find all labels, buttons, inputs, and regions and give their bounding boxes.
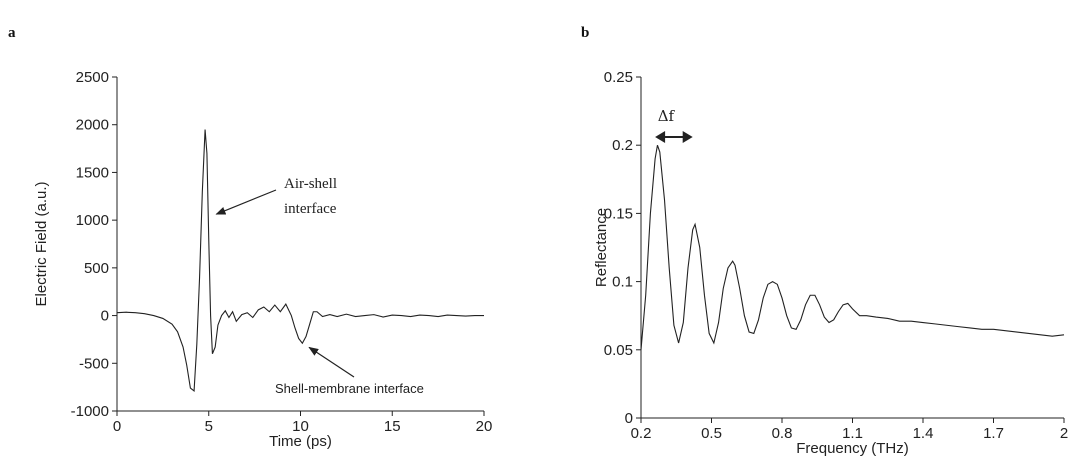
annotation-delta-f: Δf (658, 107, 676, 125)
chart-b-y-axis-title: Reflectance (593, 208, 610, 287)
panel-b-letter: b (581, 25, 589, 41)
chart-b-y-tick-label: 0 (625, 410, 633, 427)
annotation-shell-membrane-arrow (308, 346, 355, 378)
chart-a-x-axis-title: Time (ps) (269, 433, 332, 450)
delta-f-arrowhead-left (655, 131, 666, 143)
chart-a-y-tick-label: 1000 (76, 212, 109, 229)
chart-b-y-tick-label: 0.2 (612, 137, 633, 154)
chart-b-y-tick-label: 0.1 (612, 274, 633, 291)
chart-a-y-tick-label: 2000 (76, 117, 109, 134)
chart-a-x-tick-label: 5 (205, 418, 213, 435)
chart-a-y-tick-label: 2500 (76, 69, 109, 86)
chart-b-y-tick-label: 0.05 (604, 342, 633, 359)
annotation-air-shell-arrow (215, 189, 277, 215)
chart-b-x-tick-label: 1.4 (913, 425, 934, 442)
chart-b-x-tick-label: 2 (1060, 425, 1068, 442)
chart-a-y-axis-title: Electric Field (a.u.) (33, 181, 50, 306)
chart-a-electric-field: -1000 -500 0 500 1000 1500 2000 2500 0 5 10 15 20 Tim… (33, 69, 492, 450)
chart-a-series-line (116, 129, 484, 393)
panel-a-letter: a (8, 25, 16, 41)
chart-b-x-tick-label: 0.2 (631, 425, 652, 442)
annotation-air-shell-line2: interface (284, 201, 337, 217)
annotation-shell-membrane-text: Shell-membrane interface (275, 381, 424, 396)
chart-a-x-tick-label: 20 (476, 418, 493, 435)
chart-a-x-tick-label: 10 (292, 418, 309, 435)
chart-b-x-axis-title: Frequency (THz) (796, 440, 909, 457)
chart-b-y-tick-label: 0.25 (604, 69, 633, 86)
chart-b-series-line (640, 145, 1065, 350)
chart-b-y-tick-label: 0.15 (604, 205, 633, 222)
chart-a-y-tick-label: 0 (101, 308, 109, 325)
chart-a-y-tick-label: 1500 (76, 164, 109, 181)
chart-a-y-tick-label: -500 (79, 355, 109, 372)
chart-b-x-tick-label: 1.7 (983, 425, 1004, 442)
chart-a-y-tick-label: -1000 (71, 403, 109, 420)
chart-a-x-tick-label: 15 (384, 418, 401, 435)
chart-b-x-tick-label: 0.8 (772, 425, 793, 442)
chart-a-y-tick-label: 500 (84, 260, 109, 277)
chart-a-x-tick-label: 0 (113, 418, 121, 435)
annotation-air-shell-line1: Air-shell (284, 176, 337, 192)
delta-f-arrowhead-right (682, 131, 693, 143)
chart-b-reflectance: 0 0.05 0.1 0.15 0.2 0.25 0.2 0.5 0.8 1.1 1.4 1.7 2 Fr… (593, 69, 1068, 457)
chart-b-x-tick-label: 0.5 (701, 425, 722, 442)
chart-b-x-tick-label: 1.1 (842, 425, 863, 442)
